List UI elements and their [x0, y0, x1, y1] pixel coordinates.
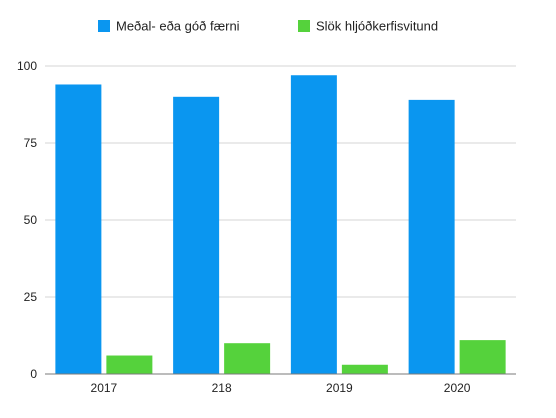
y-tick-label: 75 — [24, 136, 38, 150]
x-axis: 2017 218 2019 2020 — [45, 373, 516, 395]
bar-good-skill-2 — [290, 75, 337, 375]
bar-weak-awareness-3 — [459, 340, 506, 374]
x-tick-label: 2020 — [444, 381, 471, 395]
x-tick-label: 218 — [212, 381, 232, 395]
y-tick-label: 50 — [24, 213, 38, 227]
bar-good-skill-0 — [55, 84, 102, 374]
legend: Meðal- eða góð færni Slök hljóðkerfisvitu… — [98, 19, 438, 34]
bar-good-skill-3 — [408, 99, 455, 374]
legend-swatch — [98, 20, 110, 32]
x-tick-label: 2019 — [326, 381, 353, 395]
x-tick-label: 2017 — [91, 381, 118, 395]
legend-label: Slök hljóðkerfisvitund — [316, 19, 438, 34]
y-tick-label: 25 — [24, 290, 38, 304]
bar-weak-awareness-2 — [341, 364, 388, 374]
bar-weak-awareness-0 — [106, 355, 153, 374]
bar-weak-awareness-1 — [224, 343, 271, 374]
legend-swatch — [298, 20, 310, 32]
y-tick-label: 0 — [30, 367, 37, 381]
y-tick-label: 100 — [17, 59, 37, 73]
y-axis: 0 25 50 75 100 — [17, 59, 37, 381]
bar-good-skill-1 — [173, 96, 220, 375]
legend-label: Meðal- eða góð færni — [116, 19, 240, 34]
bars — [55, 75, 506, 375]
